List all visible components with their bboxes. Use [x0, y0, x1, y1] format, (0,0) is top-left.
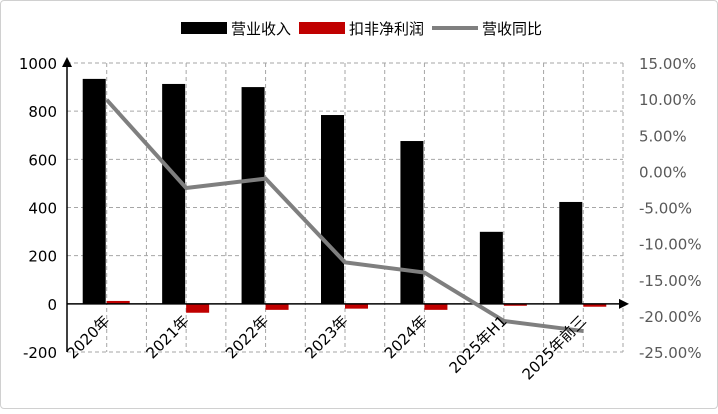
right-tick-label: -10.00%	[639, 236, 702, 254]
bar-revenue	[162, 84, 185, 304]
right-tick-label: -20.00%	[639, 308, 702, 326]
left-tick-label: 600	[28, 151, 57, 169]
left-tick-label: 200	[28, 248, 57, 266]
left-tick-label: 400	[28, 200, 57, 218]
left-tick-label: 0	[47, 296, 57, 314]
right-tick-label: 10.00%	[639, 91, 696, 109]
axis-arrow-icon	[62, 57, 72, 67]
right-tick-label: -15.00%	[639, 272, 702, 290]
bar-revenue	[480, 232, 503, 304]
bar-revenue	[242, 87, 265, 304]
left-tick-label: 800	[28, 103, 57, 121]
legend-label: 营收同比	[482, 20, 542, 38]
bar-revenue	[559, 202, 582, 304]
category-label: 2021年	[143, 312, 193, 362]
bar-revenue	[321, 115, 344, 304]
right-tick-label: -25.00%	[639, 344, 702, 362]
legend-label: 营业收入	[231, 20, 291, 38]
left-tick-label: -200	[23, 344, 57, 362]
bar-revenue	[83, 79, 106, 304]
category-label: 2024年	[381, 312, 431, 362]
category-label: 2023年	[301, 312, 351, 362]
bar-revenue	[400, 141, 423, 304]
bar-net-profit	[266, 304, 289, 310]
axis-arrow-icon	[619, 299, 629, 309]
right-tick-label: 5.00%	[639, 127, 687, 145]
legend-label: 扣非净利润	[349, 20, 424, 38]
category-label: 2020年	[63, 312, 113, 362]
right-tick-label: 15.00%	[639, 55, 696, 73]
legend-swatch	[299, 22, 345, 34]
bar-net-profit	[186, 304, 209, 313]
legend-swatch	[181, 22, 227, 34]
category-label: 2025年H1	[446, 312, 511, 377]
right-tick-label: 0.00%	[639, 163, 687, 181]
bar-net-profit	[424, 304, 447, 310]
category-label: 2022年	[222, 312, 272, 362]
right-tick-label: -5.00%	[639, 200, 692, 218]
left-tick-label: 1000	[19, 55, 57, 73]
